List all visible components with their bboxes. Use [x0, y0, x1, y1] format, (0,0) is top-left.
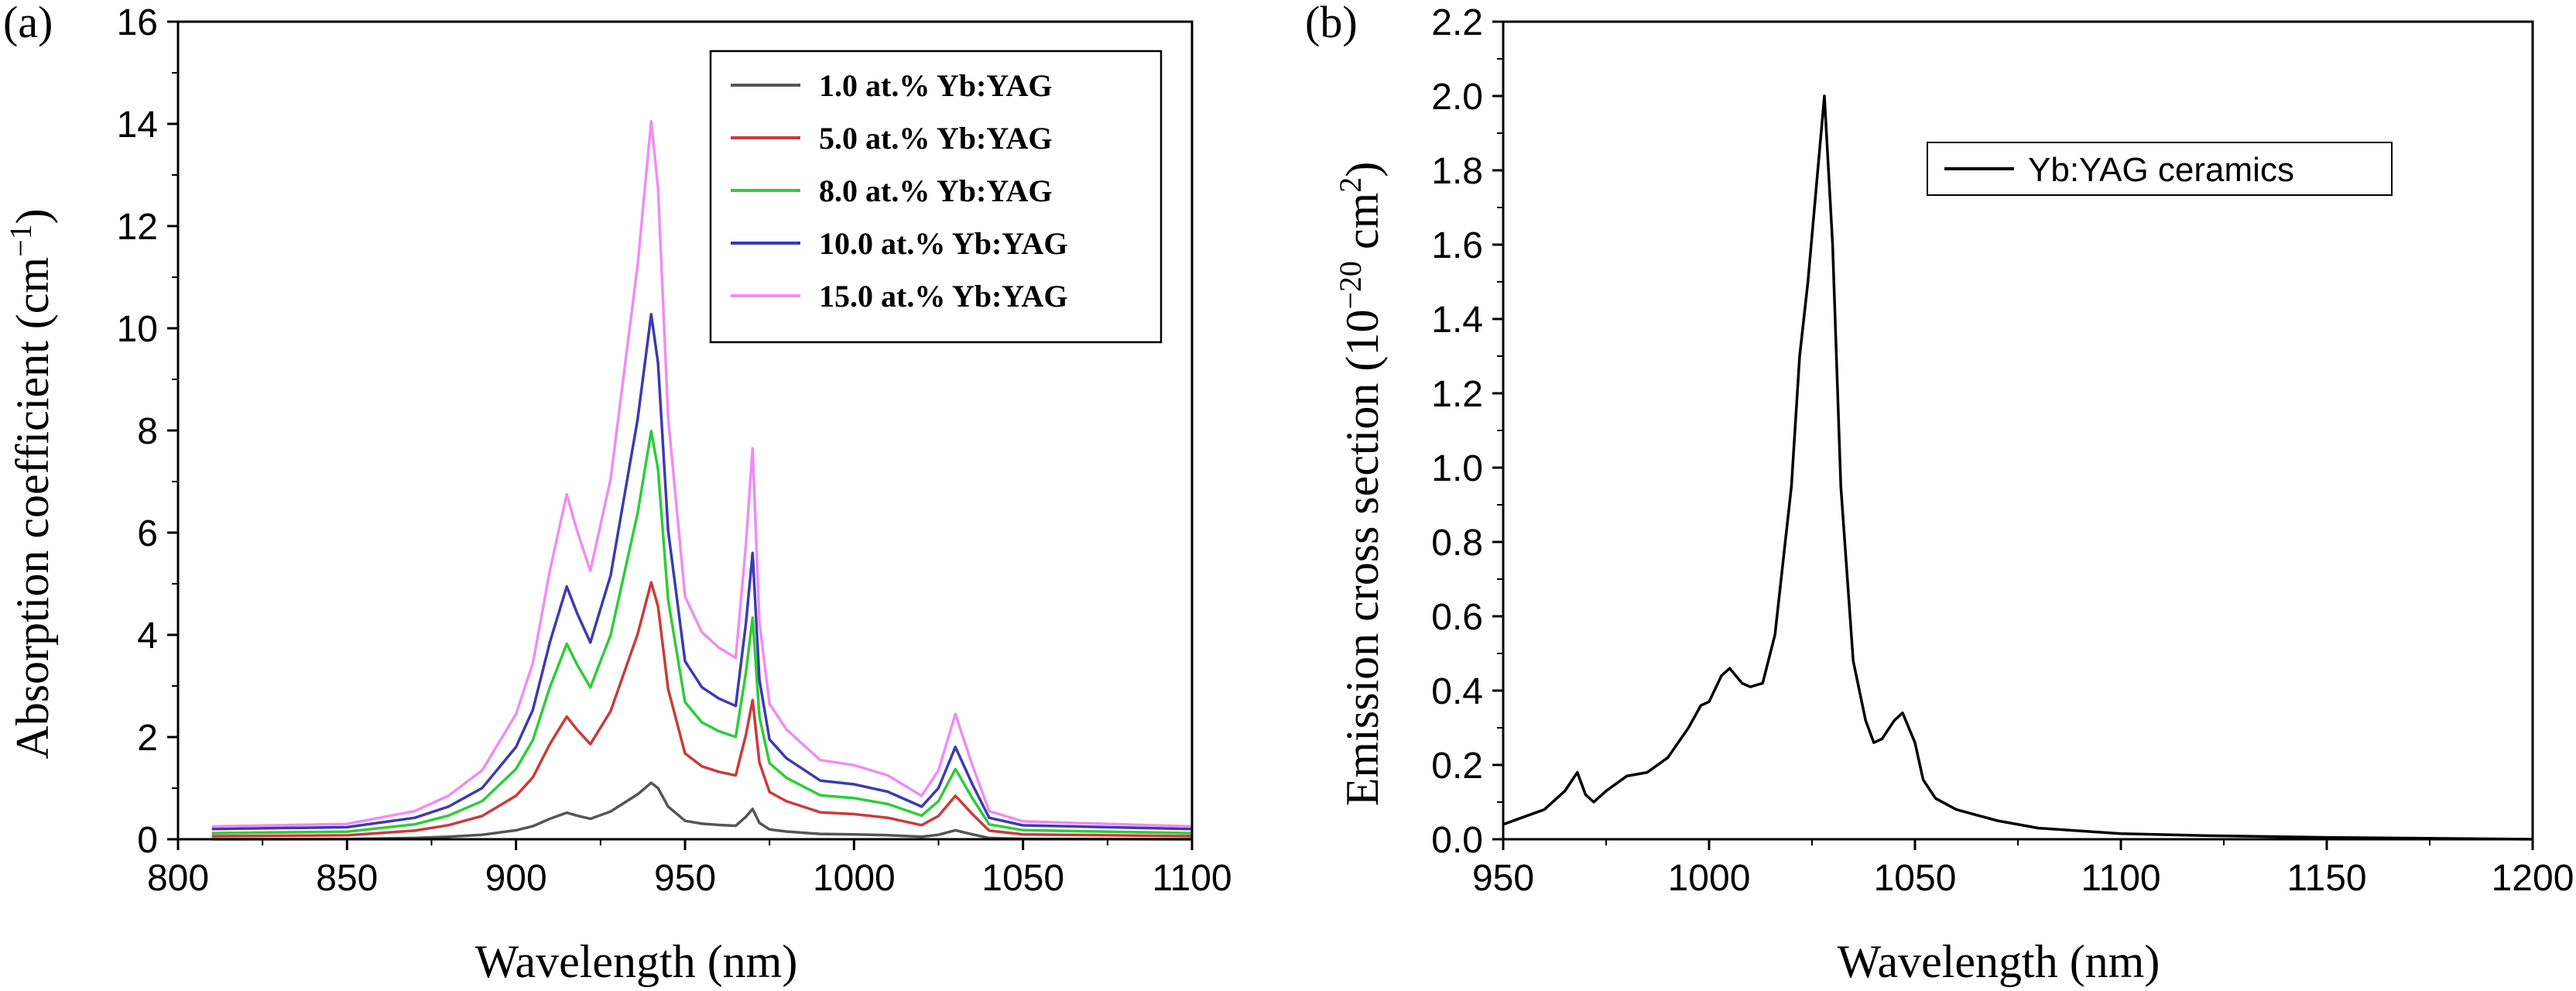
panel-b-series-group [1502, 94, 2533, 841]
panel-a-y-tick-label: 16 [117, 2, 158, 43]
panel-b-y-tick-label: 2.2 [1431, 2, 1483, 43]
panel-b-ticks: 950 1000 1050 1100 1150 1200 0.0 0.2 0.4 0.6 0.8 1.… [1431, 2, 2574, 899]
panel-b-legend: Yb:YAG ceramics [1927, 142, 2393, 196]
series-line-4 [211, 313, 1193, 831]
panel-b-y-tick-label: 1.8 [1431, 151, 1483, 192]
panel-b-x-tick-label: 1100 [2081, 858, 2160, 899]
panel-b-y-tick-label: 0.0 [1431, 820, 1483, 861]
panel-b-x-axis-title: Wavelength (nm) [1838, 936, 2160, 987]
panel-b-y-tick-label: 0.6 [1431, 597, 1483, 638]
panel-a-y-tick-label: 12 [117, 207, 158, 248]
panel-b-y-tick-label: 1.6 [1431, 225, 1483, 266]
panel-a-x-tick-label: 1050 [981, 858, 1064, 899]
series-line-1 [211, 781, 1193, 841]
legend-label-3: 8.0 at.% Yb:YAG [819, 173, 1053, 208]
series-line-5 [211, 119, 1193, 828]
series-line-3 [211, 430, 1193, 835]
panel-b-label: (b) [1305, 0, 1358, 47]
panel-a-y-tick-label: 10 [117, 309, 158, 350]
legend-label-emission: Yb:YAG ceramics [2028, 151, 2294, 189]
panel-a-series-group [211, 119, 1193, 841]
panel-a-x-tick-label: 800 [147, 858, 209, 899]
legend-label-2: 5.0 at.% Yb:YAG [819, 121, 1053, 156]
panel-a-y-axis-title: Absorption coefficient (cm−1) [3, 208, 58, 759]
panel-a-y-tick-label: 8 [137, 411, 158, 452]
panel-a-x-tick-label: 1000 [813, 858, 896, 899]
emission-line [1502, 94, 2533, 841]
panel-a-x-tick-label: 900 [485, 858, 547, 899]
legend-label-4: 10.0 at.% Yb:YAG [819, 226, 1068, 261]
panel-a: (a) Absorption coefficient (cm−1) Wavele… [3, 0, 1232, 987]
panel-b-y-tick-label: 0.8 [1431, 523, 1483, 564]
panel-a-legend: 1.0 at.% Yb:YAG 5.0 at.% Yb:YAG 8.0 at.% Y… [709, 50, 1163, 344]
panel-b-y-tick-label: 2.0 [1431, 77, 1483, 118]
legend-label-5: 15.0 at.% Yb:YAG [819, 279, 1068, 314]
panel-b: (b) Emission cross section (10−20 cm2) W… [1305, 0, 2574, 987]
panel-b-x-tick-label: 1050 [1874, 858, 1957, 899]
panel-b-y-tick-label: 1.0 [1431, 448, 1483, 489]
panel-b-plot-frame [1502, 20, 2534, 841]
panel-b-y-axis-title: Emission cross section (10−20 cm2) [1333, 162, 1388, 806]
panel-a-label: (a) [3, 0, 53, 47]
panel-b-x-tick-label: 1150 [2287, 858, 2366, 899]
panel-a-plot-frame [176, 20, 1194, 841]
panel-b-y-tick-label: 0.2 [1431, 746, 1483, 787]
panel-a-y-tick-label: 14 [117, 105, 158, 146]
panel-b-x-tick-label: 1200 [2492, 858, 2574, 899]
panel-b-y-tick-label: 1.4 [1431, 300, 1483, 341]
series-line-2 [211, 581, 1193, 838]
panel-a-y-tick-label: 6 [137, 513, 158, 554]
panel-a-legend-box [709, 50, 1163, 344]
panel-a-y-tick-label: 4 [137, 616, 158, 657]
panel-a-x-tick-label: 1100 [1152, 858, 1231, 899]
panel-b-x-tick-label: 1000 [1668, 858, 1751, 899]
panel-a-y-tick-label: 0 [137, 820, 158, 861]
panel-a-y-tick-label: 2 [137, 718, 158, 759]
legend-label-1: 1.0 at.% Yb:YAG [819, 68, 1053, 103]
panel-a-ticks: 800 850 900 950 1000 1050 1100 0 2 4 6 8 10 12 14 16 [117, 2, 1232, 899]
panel-a-x-tick-label: 950 [654, 858, 716, 899]
panel-b-y-tick-label: 1.2 [1431, 374, 1483, 415]
panel-a-x-tick-label: 850 [316, 858, 378, 899]
panel-b-y-tick-label: 0.4 [1431, 671, 1483, 712]
panel-b-x-tick-label: 950 [1472, 858, 1534, 899]
panel-a-x-axis-title: Wavelength (nm) [475, 936, 798, 987]
